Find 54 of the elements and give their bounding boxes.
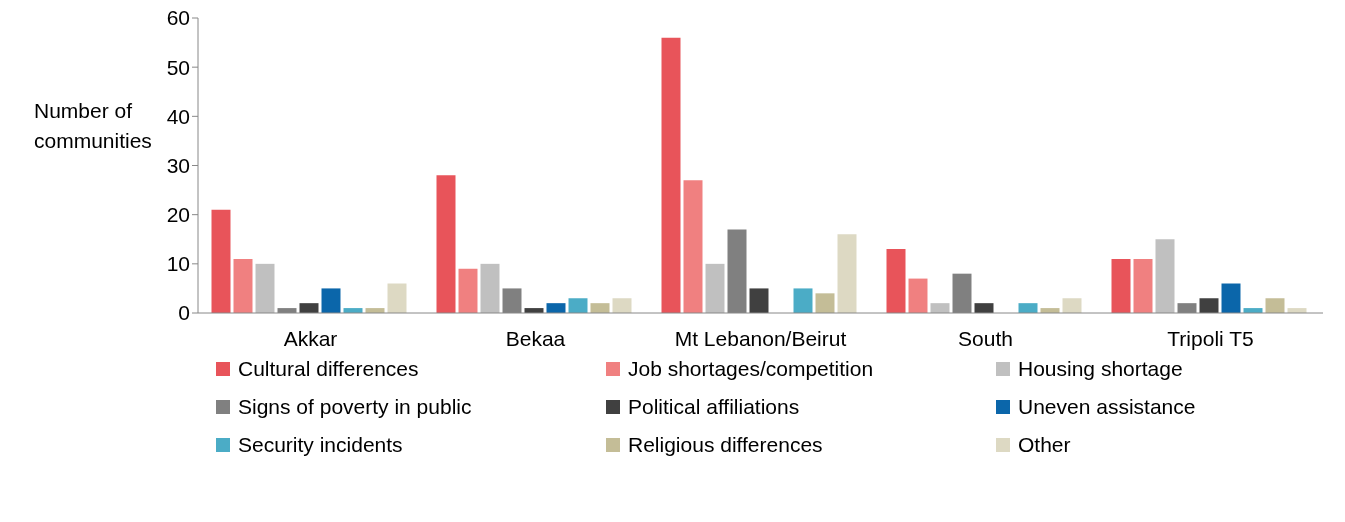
y-tick-label: 40: [166, 104, 190, 128]
bar: [705, 263, 725, 313]
bar: [568, 298, 588, 313]
y-tick-label: 50: [166, 55, 190, 79]
y-axis-title: Number of communities: [34, 98, 153, 154]
x-tick-label: Akkar: [283, 326, 338, 350]
bar: [1111, 258, 1131, 313]
x-tick-label: South: [958, 326, 1013, 350]
x-tick-label: Mt Lebanon/Beirut: [674, 326, 847, 350]
legend-label: Political affiliations: [628, 395, 800, 419]
bar: [793, 288, 813, 313]
bar: [683, 180, 703, 313]
bar: [1199, 298, 1219, 313]
bar: [908, 278, 928, 313]
bar: [1133, 258, 1153, 313]
legend-label: Housing shortage: [1018, 357, 1183, 381]
bar: [886, 249, 906, 313]
bar: [321, 288, 341, 313]
bar: [749, 288, 769, 313]
legend-label: Job shortages/competition: [628, 357, 874, 381]
bar: [255, 263, 275, 313]
bar: [211, 209, 231, 313]
bar: [1062, 298, 1082, 313]
bar: [458, 268, 478, 313]
bar: [480, 263, 500, 313]
bar: [1221, 283, 1241, 313]
legend-label: Cultural differences: [238, 357, 419, 381]
y-tick-label: 0: [178, 301, 190, 325]
x-tick-label: Bekaa: [505, 326, 566, 350]
legend-label: Security incidents: [238, 433, 403, 457]
bar: [1018, 303, 1038, 313]
bar: [612, 298, 632, 313]
legend-label: Other: [1018, 433, 1071, 457]
y-tick-label: 10: [166, 252, 190, 276]
bar: [815, 293, 835, 313]
legend-label: Signs of poverty in public: [238, 395, 472, 419]
bar: [387, 283, 407, 313]
y-tick-label: 60: [166, 6, 190, 30]
x-tick-label: Tripoli T5: [1167, 326, 1254, 350]
bar: [233, 258, 253, 313]
y-tick-label: 30: [166, 153, 190, 177]
bar: [590, 303, 610, 313]
legend-label: Religious differences: [628, 433, 823, 457]
bar: [436, 175, 456, 313]
bar: [974, 303, 994, 313]
bar: [1265, 298, 1285, 313]
y-tick-label: 20: [166, 203, 190, 227]
bar: [299, 303, 319, 313]
bar: [1155, 239, 1175, 313]
legend-label: Uneven assistance: [1018, 395, 1196, 419]
bar: [546, 303, 566, 313]
bar: [661, 37, 681, 313]
bar: [837, 234, 857, 313]
bar: [930, 303, 950, 313]
